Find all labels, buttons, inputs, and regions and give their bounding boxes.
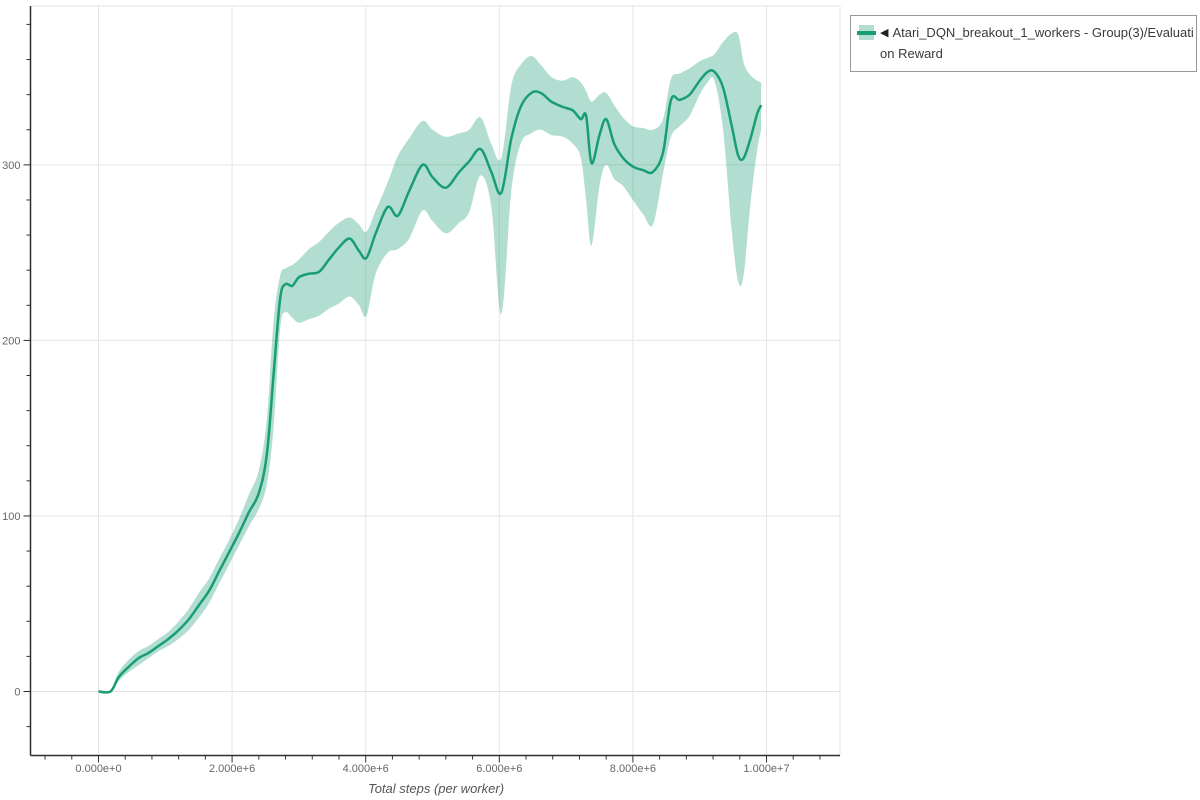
y-tick-label: 100	[2, 511, 20, 523]
y-tick-label: 200	[2, 335, 20, 347]
y-tick-label: 0	[14, 687, 20, 699]
legend-label-line2: on Reward	[880, 46, 943, 61]
x-axis-title: Total steps (per worker)	[367, 781, 505, 796]
x-tick-label: 1.000e+7	[743, 763, 789, 775]
x-tick-label: 8.000e+6	[610, 763, 656, 775]
legend-label-line1: Atari_DQN_breakout_1_workers - Group(3)/…	[892, 25, 1194, 40]
confidence-band	[98, 31, 762, 693]
reward-line	[98, 69, 763, 694]
x-tick-label: 6.000e+6	[476, 763, 522, 775]
y-tick-label: 300	[2, 160, 20, 172]
legend-swatch-icon	[857, 25, 876, 40]
legend-label: ◀ Atari_DQN_breakout_1_workers - Group(3)…	[880, 23, 1194, 63]
legend-item[interactable]: ◀ Atari_DQN_breakout_1_workers - Group(3)…	[850, 15, 1197, 72]
x-tick-label: 2.000e+6	[209, 763, 255, 775]
legend-collapse-icon[interactable]: ◀	[880, 27, 889, 39]
x-tick-label: 0.000e+0	[75, 763, 121, 775]
x-tick-label: 4.000e+6	[343, 763, 389, 775]
